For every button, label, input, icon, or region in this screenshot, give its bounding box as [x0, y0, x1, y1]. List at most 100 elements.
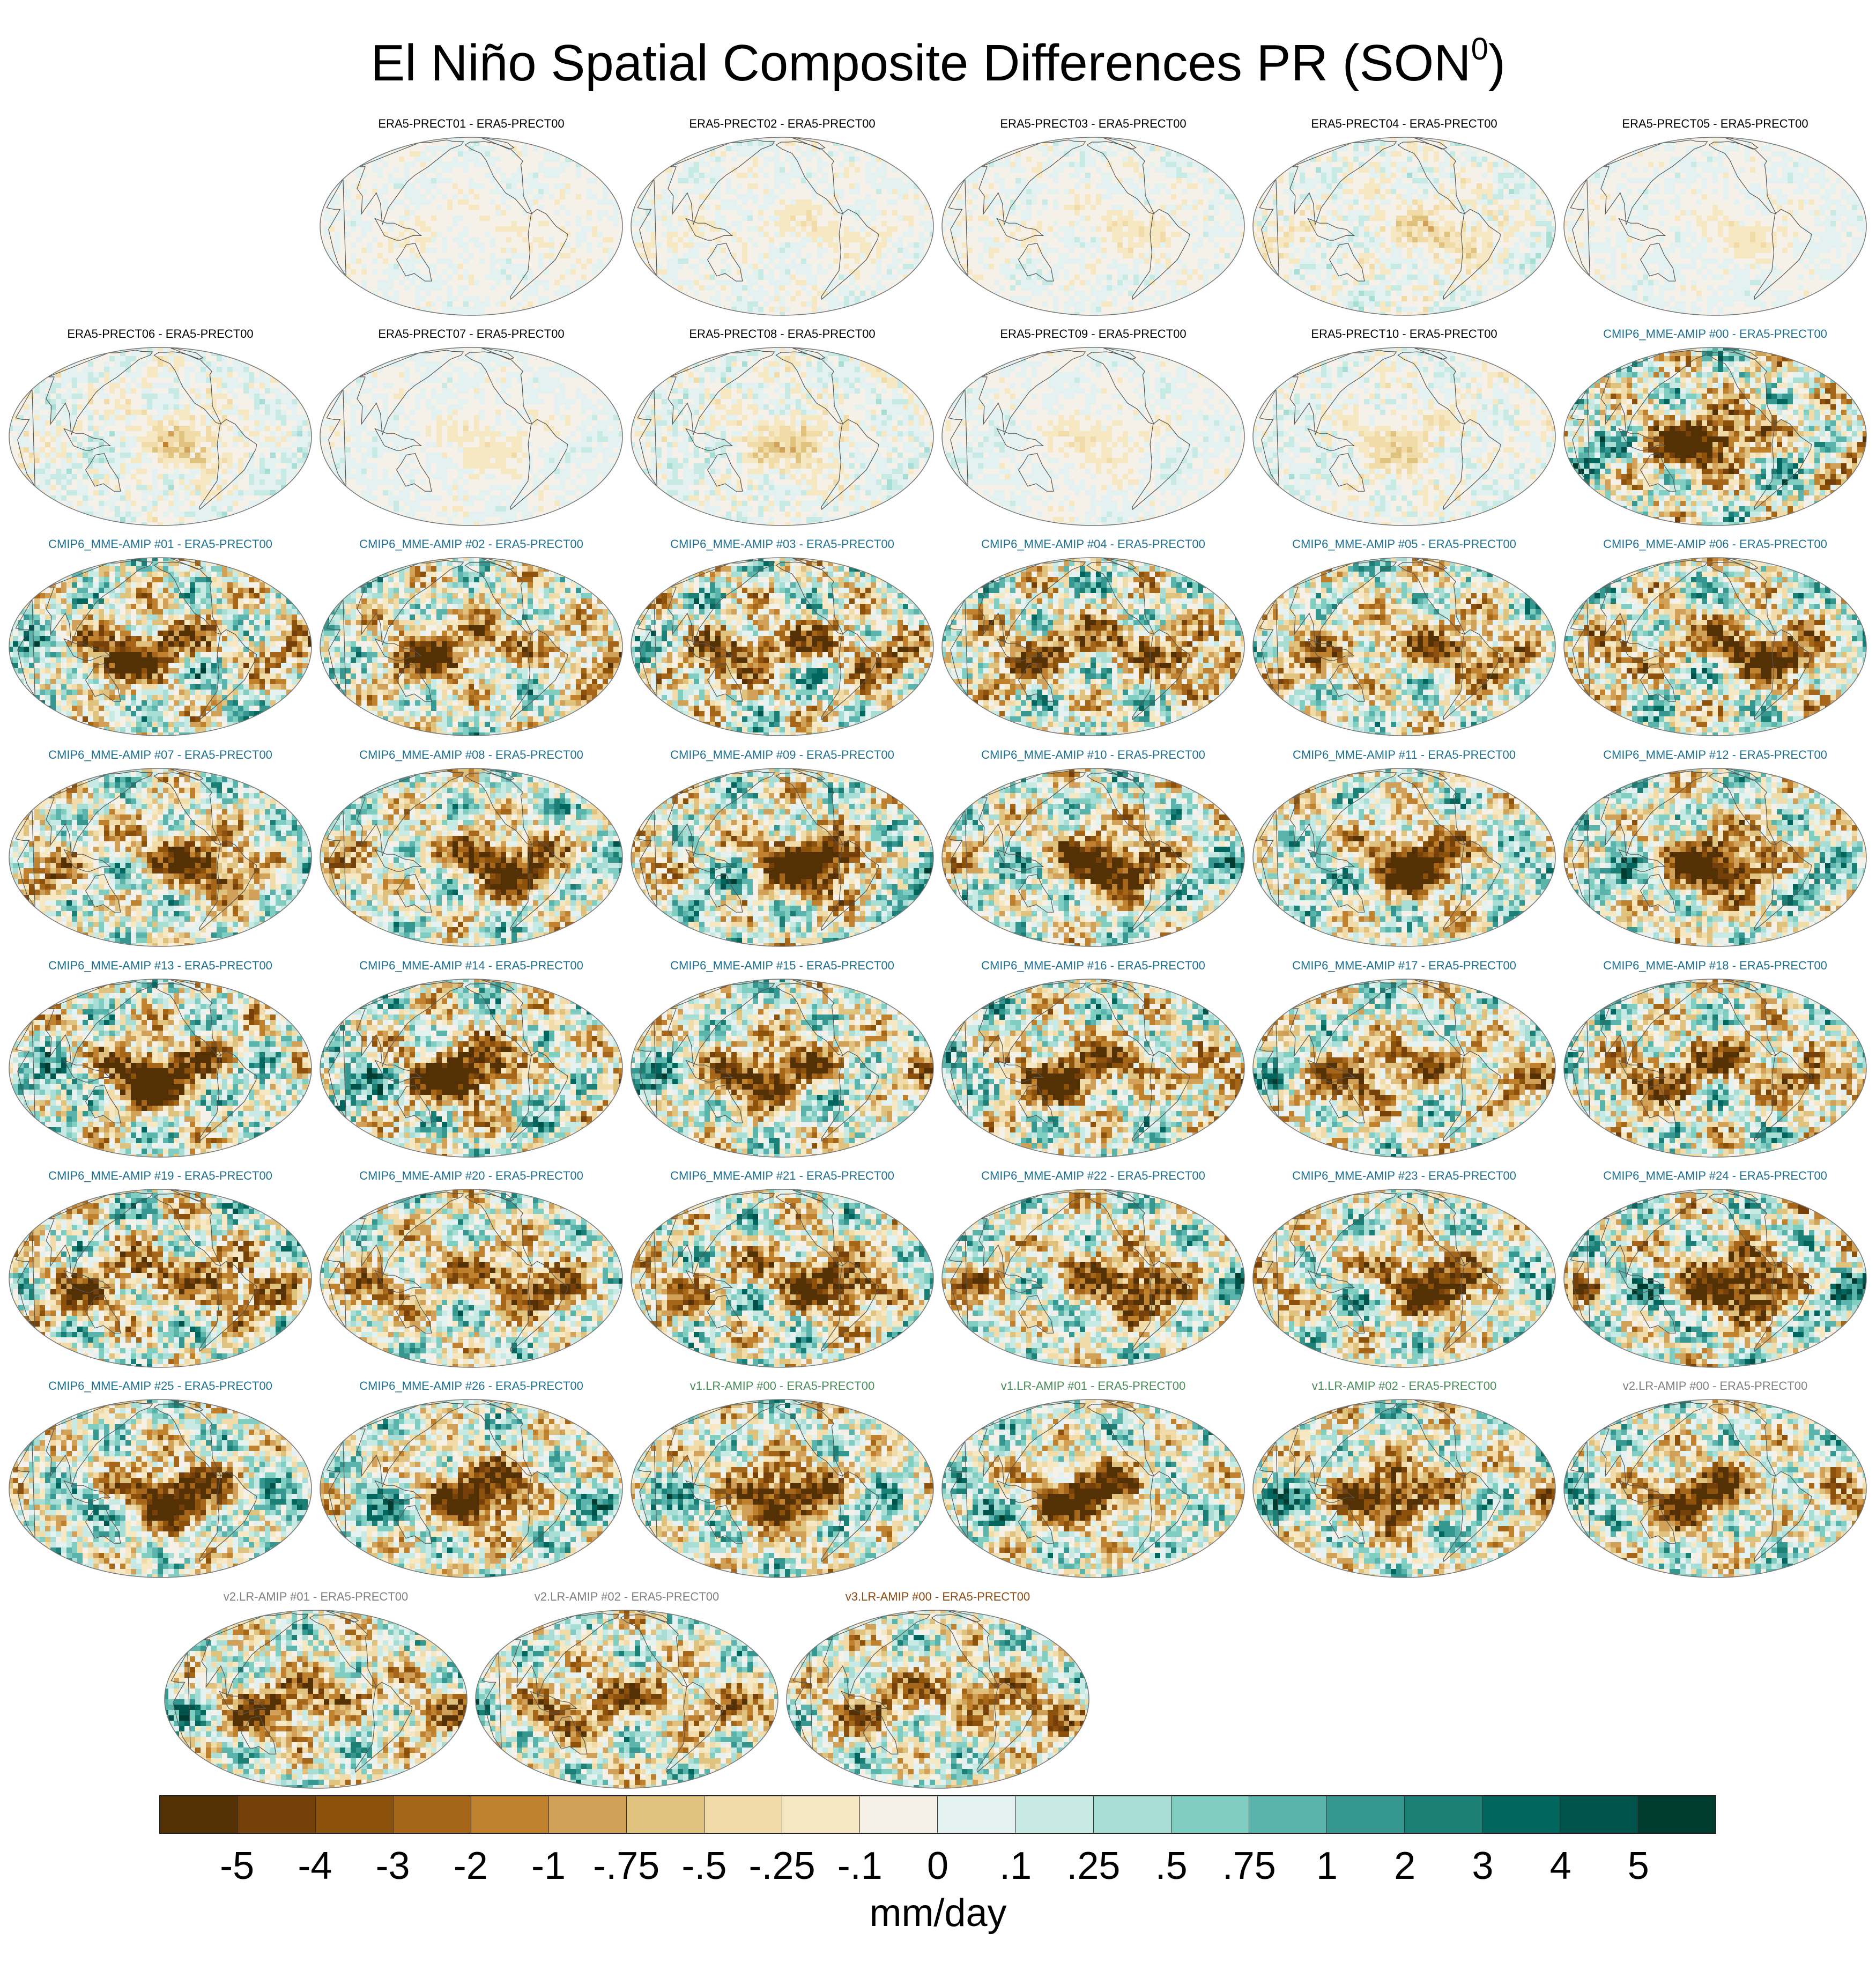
precip-difference-map: [1251, 345, 1557, 528]
map-panel: CMIP6_MME-AMIP #24 - ERA5-PRECT00: [1562, 1168, 1868, 1372]
map-panel: v2.LR-AMIP #01 - ERA5-PRECT00: [163, 1589, 469, 1793]
map-panel: ERA5-PRECT05 - ERA5-PRECT00: [1562, 116, 1868, 320]
map-panel: CMIP6_MME-AMIP #09 - ERA5-PRECT00: [629, 747, 935, 951]
colorbar-tick-label: .1: [973, 1843, 1058, 1889]
precip-difference-map: [1562, 345, 1868, 528]
panel-title: ERA5-PRECT08 - ERA5-PRECT00: [629, 326, 935, 342]
colorbar-tick-label: 1: [1284, 1843, 1370, 1889]
precip-difference-map: [1562, 556, 1868, 738]
colorbar-tick-label: 4: [1518, 1843, 1604, 1889]
colorbar-tick-label: -3: [350, 1843, 436, 1889]
colorbar-tick-label: 0: [895, 1843, 981, 1889]
map-panel: CMIP6_MME-AMIP #23 - ERA5-PRECT00: [1251, 1168, 1557, 1372]
map-panel: CMIP6_MME-AMIP #14 - ERA5-PRECT00: [318, 958, 624, 1161]
colorbar-swatch: [1249, 1796, 1327, 1833]
panel-title: CMIP6_MME-AMIP #25 - ERA5-PRECT00: [8, 1378, 313, 1394]
panel-title: CMIP6_MME-AMIP #14 - ERA5-PRECT00: [318, 958, 624, 974]
panel-title: CMIP6_MME-AMIP #09 - ERA5-PRECT00: [629, 747, 935, 763]
panel-title: CMIP6_MME-AMIP #17 - ERA5-PRECT00: [1251, 958, 1557, 974]
panel-title: CMIP6_MME-AMIP #13 - ERA5-PRECT00: [8, 958, 313, 974]
panel-title: CMIP6_MME-AMIP #21 - ERA5-PRECT00: [629, 1168, 935, 1184]
colorbar-tick-label: 3: [1440, 1843, 1525, 1889]
map-panel: CMIP6_MME-AMIP #17 - ERA5-PRECT00: [1251, 958, 1557, 1161]
panel-title: CMIP6_MME-AMIP #05 - ERA5-PRECT00: [1251, 536, 1557, 552]
panel-title: ERA5-PRECT10 - ERA5-PRECT00: [1251, 326, 1557, 342]
panel-title: CMIP6_MME-AMIP #19 - ERA5-PRECT00: [8, 1168, 313, 1184]
colorbar-swatch: [627, 1796, 705, 1833]
colorbar-tick-label: -.5: [661, 1843, 747, 1889]
panel-title: CMIP6_MME-AMIP #01 - ERA5-PRECT00: [8, 536, 313, 552]
panel-title: CMIP6_MME-AMIP #08 - ERA5-PRECT00: [318, 747, 624, 763]
colorbar-swatch: [938, 1796, 1015, 1833]
map-panel: CMIP6_MME-AMIP #07 - ERA5-PRECT00: [8, 747, 313, 951]
precip-difference-map: [1251, 556, 1557, 738]
map-panel: CMIP6_MME-AMIP #06 - ERA5-PRECT00: [1562, 536, 1868, 740]
panel-title: CMIP6_MME-AMIP #00 - ERA5-PRECT00: [1562, 326, 1868, 342]
panel-title: ERA5-PRECT02 - ERA5-PRECT00: [629, 116, 935, 132]
colorbar-swatch: [160, 1796, 238, 1833]
precip-difference-map: [1251, 1187, 1557, 1369]
panel-title: CMIP6_MME-AMIP #16 - ERA5-PRECT00: [940, 958, 1246, 974]
map-panel: CMIP6_MME-AMIP #04 - ERA5-PRECT00: [940, 536, 1246, 740]
panel-title: v2.LR-AMIP #02 - ERA5-PRECT00: [474, 1589, 780, 1605]
map-panel: CMIP6_MME-AMIP #01 - ERA5-PRECT00: [8, 536, 313, 740]
panel-title: CMIP6_MME-AMIP #15 - ERA5-PRECT00: [629, 958, 935, 974]
map-panel: CMIP6_MME-AMIP #11 - ERA5-PRECT00: [1251, 747, 1557, 951]
precip-difference-map: [8, 1397, 313, 1580]
precip-difference-map: [1562, 766, 1868, 949]
colorbar-swatch: [705, 1796, 782, 1833]
map-panel: CMIP6_MME-AMIP #12 - ERA5-PRECT00: [1562, 747, 1868, 951]
panel-title: CMIP6_MME-AMIP #11 - ERA5-PRECT00: [1251, 747, 1557, 763]
map-panel: CMIP6_MME-AMIP #22 - ERA5-PRECT00: [940, 1168, 1246, 1372]
panel-title: CMIP6_MME-AMIP #18 - ERA5-PRECT00: [1562, 958, 1868, 974]
precip-difference-map: [940, 1187, 1246, 1369]
map-panel: CMIP6_MME-AMIP #03 - ERA5-PRECT00: [629, 536, 935, 740]
colorbar-swatch: [238, 1796, 316, 1833]
map-panel: CMIP6_MME-AMIP #21 - ERA5-PRECT00: [629, 1168, 935, 1372]
precip-difference-map: [940, 766, 1246, 949]
precip-difference-map: [8, 345, 313, 528]
colorbar-swatch: [1094, 1796, 1171, 1833]
precip-difference-map: [940, 556, 1246, 738]
colorbar-swatch: [394, 1796, 471, 1833]
colorbar-tick-label: -4: [272, 1843, 358, 1889]
map-panel: v3.LR-AMIP #00 - ERA5-PRECT00: [785, 1589, 1091, 1793]
panel-title: ERA5-PRECT06 - ERA5-PRECT00: [8, 326, 313, 342]
colorbar-swatch: [1560, 1796, 1638, 1833]
panel-title: CMIP6_MME-AMIP #12 - ERA5-PRECT00: [1562, 747, 1868, 763]
map-panel: ERA5-PRECT09 - ERA5-PRECT00: [940, 326, 1246, 530]
panel-title: CMIP6_MME-AMIP #22 - ERA5-PRECT00: [940, 1168, 1246, 1184]
map-panel: CMIP6_MME-AMIP #08 - ERA5-PRECT00: [318, 747, 624, 951]
colorbar-swatch: [471, 1796, 549, 1833]
precip-difference-map: [1562, 1187, 1868, 1369]
precip-difference-map: [318, 977, 624, 1159]
map-panel: ERA5-PRECT07 - ERA5-PRECT00: [318, 326, 624, 530]
map-panel: ERA5-PRECT03 - ERA5-PRECT00: [940, 116, 1246, 320]
map-panel: ERA5-PRECT10 - ERA5-PRECT00: [1251, 326, 1557, 530]
precip-difference-map: [318, 345, 624, 528]
panel-title: ERA5-PRECT04 - ERA5-PRECT00: [1251, 116, 1557, 132]
precip-difference-map: [629, 1187, 935, 1369]
precip-difference-map: [8, 556, 313, 738]
map-panel: v2.LR-AMIP #00 - ERA5-PRECT00: [1562, 1378, 1868, 1582]
colorbar: [159, 1795, 1716, 1834]
precip-difference-map: [629, 977, 935, 1159]
panel-title: ERA5-PRECT01 - ERA5-PRECT00: [318, 116, 624, 132]
colorbar-tick-label: -5: [194, 1843, 280, 1889]
map-panel: CMIP6_MME-AMIP #00 - ERA5-PRECT00: [1562, 326, 1868, 530]
map-panel: ERA5-PRECT04 - ERA5-PRECT00: [1251, 116, 1557, 320]
precip-difference-map: [1251, 1397, 1557, 1580]
precip-difference-map: [629, 556, 935, 738]
panel-title: CMIP6_MME-AMIP #24 - ERA5-PRECT00: [1562, 1168, 1868, 1184]
map-panel: CMIP6_MME-AMIP #15 - ERA5-PRECT00: [629, 958, 935, 1161]
map-panel: CMIP6_MME-AMIP #16 - ERA5-PRECT00: [940, 958, 1246, 1161]
map-panel: CMIP6_MME-AMIP #10 - ERA5-PRECT00: [940, 747, 1246, 951]
precip-difference-map: [318, 135, 624, 317]
colorbar-tick-label: -.1: [817, 1843, 903, 1889]
map-panel: ERA5-PRECT02 - ERA5-PRECT00: [629, 116, 935, 320]
colorbar-units: mm/day: [0, 1891, 1876, 1936]
panel-title: ERA5-PRECT03 - ERA5-PRECT00: [940, 116, 1246, 132]
map-panel: CMIP6_MME-AMIP #13 - ERA5-PRECT00: [8, 958, 313, 1161]
colorbar-tick-label: -2: [428, 1843, 514, 1889]
colorbar-swatch: [1327, 1796, 1405, 1833]
